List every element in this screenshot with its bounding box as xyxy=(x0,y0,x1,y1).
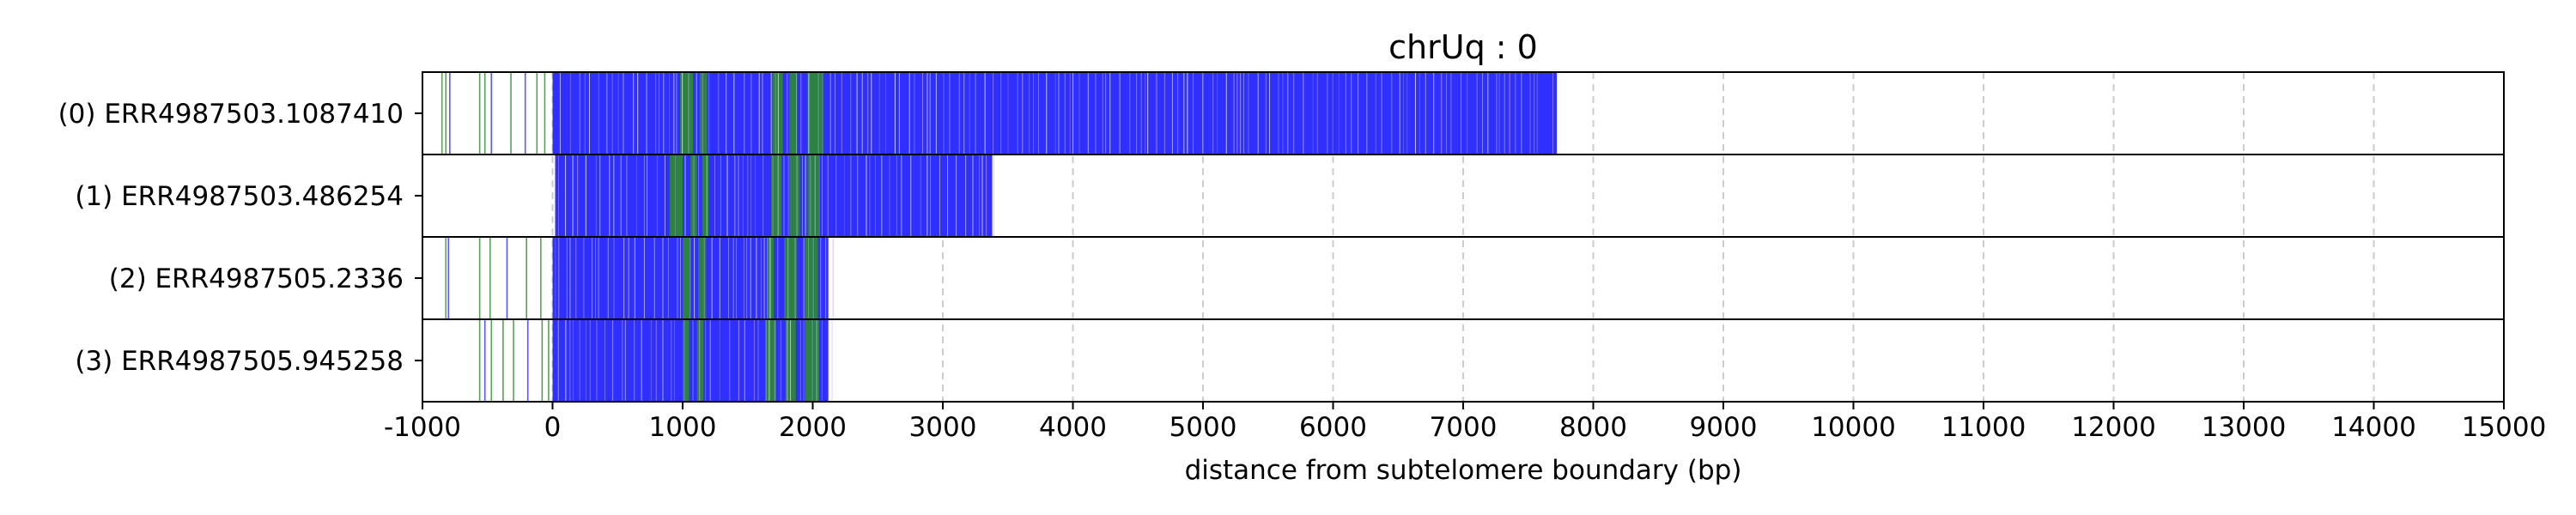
read-label: (0) ERR4987503.1087410 xyxy=(58,99,404,130)
x-tick-label: 12000 xyxy=(2071,412,2156,443)
x-tick-label: 11000 xyxy=(1941,412,2026,443)
green-band xyxy=(807,154,820,237)
x-tick-label: 13000 xyxy=(2202,412,2287,443)
read-label: (3) ERR4987505.945258 xyxy=(75,346,404,377)
row-labels: (0) ERR4987503.1087410 (1) ERR4987503.486… xyxy=(58,99,422,377)
green-band xyxy=(807,72,823,154)
read-track-1 xyxy=(555,154,994,237)
green-band xyxy=(683,319,690,402)
x-tick-label: 1000 xyxy=(649,412,717,443)
green-band xyxy=(696,319,704,402)
x-tick-label: 5000 xyxy=(1170,412,1237,443)
green-band xyxy=(765,319,777,402)
x-tick-label: -1000 xyxy=(384,412,461,443)
x-tick-label: 2000 xyxy=(779,412,847,443)
green-band xyxy=(679,72,694,154)
green-band xyxy=(789,154,800,237)
x-axis: -1000 0 1000 2000 3000 4000 5000 6000 7000 8000 90… xyxy=(384,402,2546,443)
x-tick-label: 14000 xyxy=(2331,412,2416,443)
read-tracks xyxy=(440,72,1563,402)
green-band xyxy=(669,154,683,237)
x-tick-label: 15000 xyxy=(2462,412,2547,443)
x-tick-label: 7000 xyxy=(1430,412,1498,443)
green-band xyxy=(784,237,798,319)
x-axis-title: distance from subtelomere boundary (bp) xyxy=(1185,455,1742,486)
x-tick-label: 8000 xyxy=(1559,412,1627,443)
green-band xyxy=(702,154,709,237)
green-band xyxy=(698,237,707,319)
read-track-2 xyxy=(445,237,834,319)
green-band xyxy=(805,237,818,319)
read-label: (2) ERR4987505.2336 xyxy=(109,264,404,294)
chart-title: chrUq : 0 xyxy=(1388,28,1538,66)
x-tick-label: 9000 xyxy=(1690,412,1758,443)
green-band xyxy=(699,72,708,154)
green-band xyxy=(683,237,691,319)
read-track-0 xyxy=(440,72,1563,154)
read-label: (1) ERR4987503.486254 xyxy=(75,181,404,212)
green-band xyxy=(771,154,782,237)
x-tick-label: 3000 xyxy=(909,412,977,443)
x-tick-label: 0 xyxy=(544,412,562,443)
repeat-region xyxy=(552,72,1558,154)
read-track-3 xyxy=(478,319,833,402)
x-tick-label: 4000 xyxy=(1039,412,1107,443)
green-band xyxy=(772,72,783,154)
green-band xyxy=(789,72,798,154)
x-tick-label: 10000 xyxy=(1811,412,1896,443)
x-tick-label: 6000 xyxy=(1299,412,1367,443)
repeat-region xyxy=(552,319,829,402)
green-band xyxy=(690,154,697,237)
